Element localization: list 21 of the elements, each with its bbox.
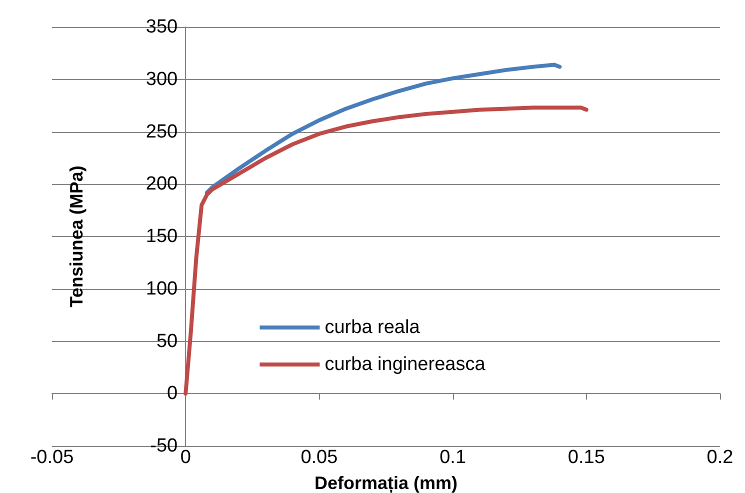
x-axis-title: Deformația (mm) — [314, 473, 458, 493]
y-tick-label: 300 — [146, 68, 178, 90]
x-tick-label: -0.05 — [30, 447, 74, 468]
legend-label: curba reala — [324, 317, 420, 338]
x-tick-label: 0.2 — [706, 447, 734, 468]
y-tick-label: 100 — [146, 278, 178, 300]
y-tick-label: 350 — [146, 16, 178, 38]
legend-label: curba inginereasca — [324, 354, 486, 375]
line-series — [184, 106, 588, 396]
y-tick-label: 250 — [146, 121, 178, 142]
x-tick-label: 0.05 — [300, 447, 338, 468]
y-tick-label: -50 — [150, 436, 178, 456]
y-tick-label: 0 — [167, 383, 178, 404]
x-tick-label: 0 — [180, 447, 191, 468]
y-tick-label: 50 — [156, 330, 178, 352]
line-series — [204, 62, 562, 195]
y-axis-title: Tensiunea (MPa) — [66, 166, 87, 308]
x-tick-label: 0.15 — [568, 447, 605, 468]
x-tick-label: 0.1 — [440, 447, 466, 468]
y-tick-label: 150 — [146, 226, 178, 247]
y-tick-label: 200 — [146, 174, 178, 195]
